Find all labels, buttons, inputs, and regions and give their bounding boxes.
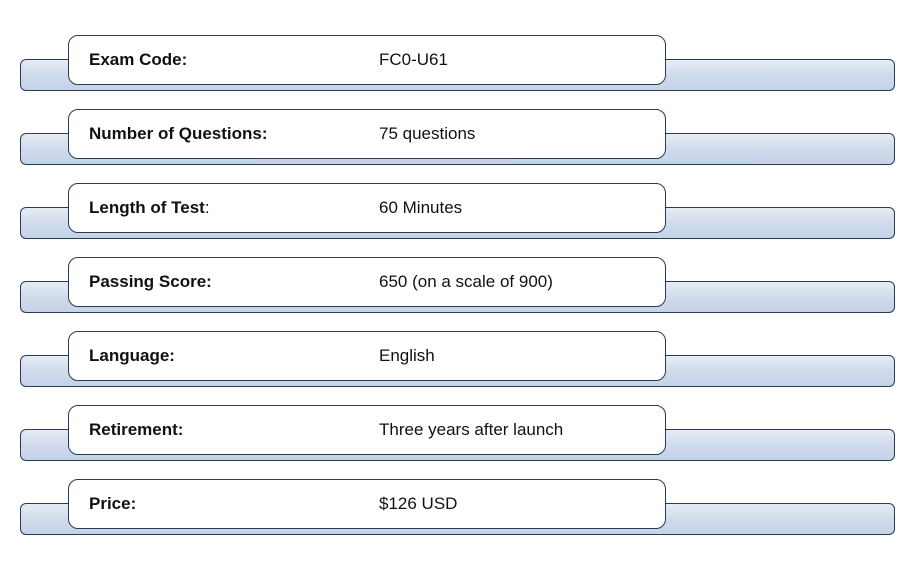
field-label: Length of Test: xyxy=(89,198,379,218)
info-row: Exam Code: FC0-U61 xyxy=(20,35,895,91)
info-card: Language: English xyxy=(68,331,666,381)
info-row: Length of Test: 60 Minutes xyxy=(20,183,895,239)
info-card: Exam Code: FC0-U61 xyxy=(68,35,666,85)
field-label: Number of Questions: xyxy=(89,124,379,144)
field-value: 60 Minutes xyxy=(379,198,462,218)
info-row: Price: $126 USD xyxy=(20,479,895,535)
field-value: Three years after launch xyxy=(379,420,563,440)
field-label: Language: xyxy=(89,346,379,366)
field-label: Price: xyxy=(89,494,379,514)
info-card: Number of Questions: 75 questions xyxy=(68,109,666,159)
info-row: Language: English xyxy=(20,331,895,387)
field-label: Retirement: xyxy=(89,420,379,440)
info-card: Retirement: Three years after launch xyxy=(68,405,666,455)
field-value: 650 (on a scale of 900) xyxy=(379,272,553,292)
field-label: Passing Score: xyxy=(89,272,379,292)
field-label: Exam Code: xyxy=(89,50,379,70)
info-row: Number of Questions: 75 questions xyxy=(20,109,895,165)
info-card: Price: $126 USD xyxy=(68,479,666,529)
info-card: Length of Test: 60 Minutes xyxy=(68,183,666,233)
field-value: 75 questions xyxy=(379,124,475,144)
field-value: FC0-U61 xyxy=(379,50,448,70)
field-value: $126 USD xyxy=(379,494,457,514)
info-row: Passing Score: 650 (on a scale of 900) xyxy=(20,257,895,313)
field-value: English xyxy=(379,346,435,366)
info-card: Passing Score: 650 (on a scale of 900) xyxy=(68,257,666,307)
info-row: Retirement: Three years after launch xyxy=(20,405,895,461)
